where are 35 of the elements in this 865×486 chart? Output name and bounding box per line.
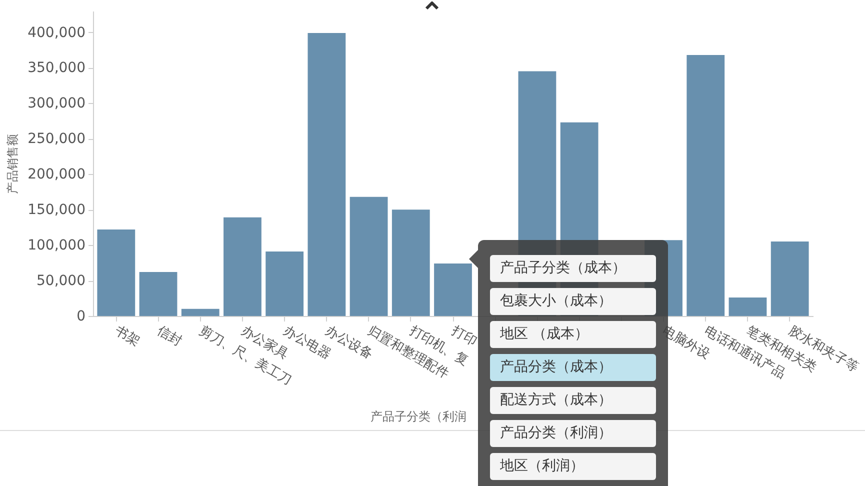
menu-option: 地区（利润） (490, 453, 656, 480)
y-axis-title: 产品销售额 (6, 134, 20, 194)
bar (770, 242, 809, 316)
x-axis-title: 产品子分类（利润 (370, 410, 466, 424)
y-tick-label: 100,000 (28, 238, 86, 254)
bar (434, 264, 472, 316)
bar (224, 217, 262, 316)
bar (266, 251, 304, 316)
y-tick-label: 300,000 (28, 96, 86, 112)
menu-option: 产品分类（成本） (490, 354, 656, 381)
y-tick-label: 200,000 (28, 166, 86, 183)
y-tick-label: 250,000 (28, 131, 86, 148)
bar (350, 196, 388, 316)
bar (728, 298, 767, 316)
bar (686, 54, 725, 316)
y-tick-label: 150,000 (28, 202, 86, 218)
y-tick-label: 50,000 (36, 273, 86, 290)
annotation: 包裹大小（成本） (500, 293, 612, 309)
bar (97, 229, 136, 316)
y-tick-label: 0 (76, 308, 86, 324)
bar (392, 210, 430, 316)
menu-option: 地区 （成本） (490, 321, 656, 348)
menu-option: 包裹大小（成本） (490, 288, 656, 315)
bar (308, 32, 346, 316)
annotation: 产品子分类（成本） (500, 260, 626, 276)
x-tick-label: 书架 (112, 323, 142, 350)
y-tick-label: 350,000 (28, 60, 86, 76)
menu-option: 产品子分类（成本） (490, 255, 656, 282)
menu-option: 配送方式（成本） (490, 387, 656, 414)
bar (139, 272, 178, 316)
bar (181, 308, 220, 316)
y-tick-label: 400,000 (28, 24, 86, 41)
x-tick-label: 信封 (154, 323, 184, 350)
menu-option: 产品分类（利润） (490, 420, 656, 447)
x-tick-label: 打印 (448, 322, 480, 350)
